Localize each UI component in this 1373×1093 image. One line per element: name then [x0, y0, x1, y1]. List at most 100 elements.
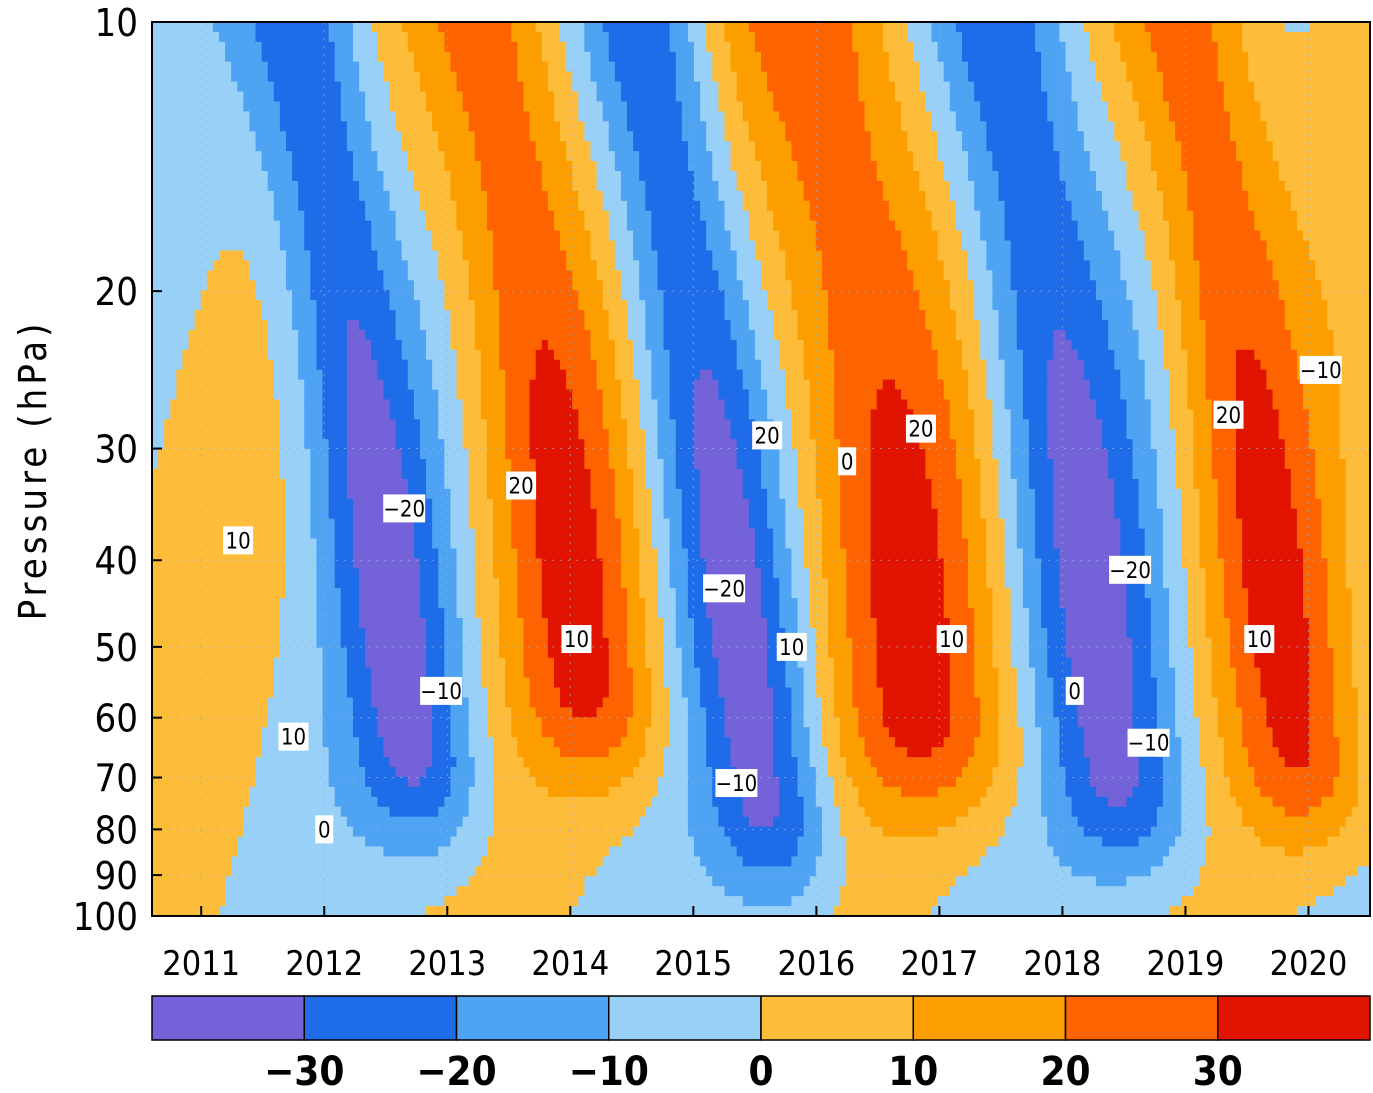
field-cell [1156, 230, 1164, 242]
field-cell [553, 210, 561, 222]
field-cell [413, 91, 421, 103]
field-cell [529, 141, 537, 152]
field-cell [974, 71, 981, 83]
field-cell [334, 230, 342, 242]
field-cell [310, 250, 318, 261]
field-cell [718, 51, 726, 63]
field-cell [706, 141, 713, 152]
field-cell [937, 180, 945, 192]
field-cell [1321, 141, 1328, 152]
field-cell [870, 81, 878, 93]
field-cell [834, 41, 841, 53]
field-cell [834, 161, 841, 172]
field-cell [1193, 131, 1201, 142]
field-cell [486, 210, 494, 222]
field-cell [754, 31, 762, 43]
field-cell [444, 61, 452, 73]
field-cell [334, 71, 342, 83]
field-cell [456, 141, 464, 152]
field-cell [1309, 121, 1316, 132]
field-cell [1083, 220, 1091, 232]
field-cell [1156, 220, 1164, 232]
field-cell [1150, 101, 1158, 112]
field-cell [1108, 22, 1115, 33]
field-cell [505, 71, 512, 83]
field-cell [694, 111, 701, 122]
field-cell [901, 210, 908, 222]
field-cell [225, 250, 232, 261]
field-cell [182, 210, 190, 222]
field-cell [876, 190, 884, 202]
field-cell [797, 101, 805, 112]
field-cell [1162, 41, 1170, 53]
field-cell [1089, 141, 1097, 152]
field-cell [529, 61, 537, 73]
field-cell [1028, 71, 1036, 83]
field-cell [468, 71, 476, 83]
field-cell [231, 22, 238, 33]
field-cell [1278, 151, 1286, 162]
field-cell [992, 250, 1000, 261]
field-cell [1296, 41, 1304, 53]
field-cell [639, 180, 646, 192]
field-cell [1053, 101, 1061, 112]
field-cell [1126, 260, 1134, 271]
field-cell [158, 51, 165, 63]
field-cell [231, 180, 238, 192]
field-cell [627, 220, 634, 232]
field-cell [1211, 260, 1219, 271]
field-cell [1016, 151, 1024, 162]
field-cell [316, 22, 324, 33]
field-cell [158, 131, 165, 142]
field-cell [1205, 161, 1213, 172]
field-cell [894, 230, 902, 242]
field-cell [243, 200, 251, 212]
field-cell [194, 111, 202, 122]
field-cell [961, 111, 969, 122]
field-cell [1266, 250, 1274, 261]
field-cell [486, 51, 494, 63]
field-cell [1010, 161, 1018, 172]
field-cell [1102, 250, 1109, 261]
field-cell [657, 230, 665, 242]
field-cell [821, 210, 829, 222]
field-cell [352, 260, 360, 271]
field-cell [742, 200, 750, 212]
field-cell [365, 190, 372, 202]
field-cell [493, 250, 500, 261]
field-cell [194, 61, 202, 73]
field-cell [645, 111, 652, 122]
field-cell [773, 22, 780, 33]
field-cell [712, 190, 719, 202]
field-cell [486, 151, 494, 162]
field-cell [206, 71, 214, 83]
field-cell [231, 210, 238, 222]
field-cell [1059, 31, 1067, 43]
field-cell [328, 190, 336, 202]
field-cell [614, 121, 622, 132]
field-cell [614, 240, 622, 252]
field-cell [566, 71, 573, 83]
field-cell [712, 111, 719, 122]
field-cell [748, 230, 756, 242]
field-cell [620, 101, 628, 112]
field-cell [407, 190, 415, 202]
field-cell [584, 61, 592, 73]
field-cell [1199, 111, 1207, 122]
field-cell [426, 131, 433, 142]
field-cell [1303, 22, 1310, 33]
field-cell [761, 220, 768, 232]
field-cell [1327, 171, 1335, 182]
field-cell [767, 190, 774, 202]
field-cell [614, 71, 622, 83]
field-cell [231, 71, 238, 83]
field-cell [1138, 260, 1146, 271]
field-cell [791, 51, 799, 63]
field-cell [864, 141, 872, 152]
field-cell [1169, 131, 1176, 142]
field-cell [1053, 141, 1061, 152]
field-cell [225, 101, 232, 112]
field-cell [365, 260, 372, 271]
field-cell [998, 41, 1006, 53]
field-cell [590, 31, 598, 43]
